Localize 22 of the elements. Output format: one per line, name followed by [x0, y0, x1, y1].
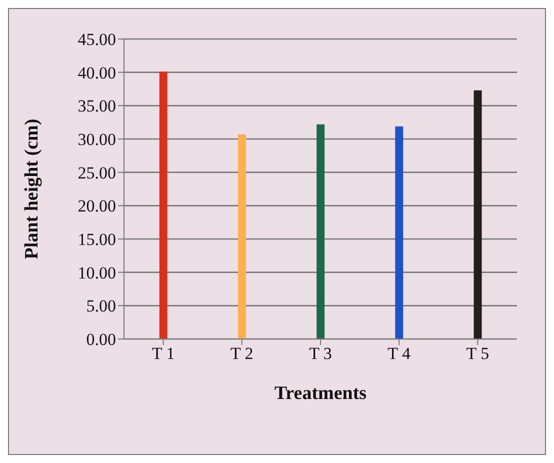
y-tick-label: 40.00 — [78, 63, 116, 82]
y-tick-label: 25.00 — [78, 163, 116, 182]
y-tick-label: 30.00 — [78, 130, 116, 150]
y-tick-label: 15.00 — [78, 230, 116, 250]
y-tick-label: 20.00 — [78, 196, 116, 216]
y-tick-label: 45.00 — [78, 30, 116, 50]
y-tick-label: 0.00 — [86, 330, 116, 350]
bar — [238, 134, 246, 339]
y-axis-title: Plant height (cm) — [22, 118, 43, 260]
x-tick-label: T 4 — [388, 344, 412, 364]
x-tick-label: T 2 — [230, 344, 254, 364]
y-tick-label: 35.00 — [78, 96, 116, 116]
y-tick-label: 10.00 — [78, 263, 116, 282]
x-tick-label: T 3 — [309, 344, 332, 364]
x-tick-label: T 5 — [466, 344, 490, 364]
y-tick-label: 5.00 — [86, 296, 116, 316]
x-tick-label: T 1 — [152, 344, 175, 364]
x-axis-title: Treatments — [274, 383, 367, 404]
bar — [316, 124, 325, 339]
bar — [159, 72, 168, 339]
bar — [395, 126, 404, 339]
bar — [474, 90, 482, 339]
